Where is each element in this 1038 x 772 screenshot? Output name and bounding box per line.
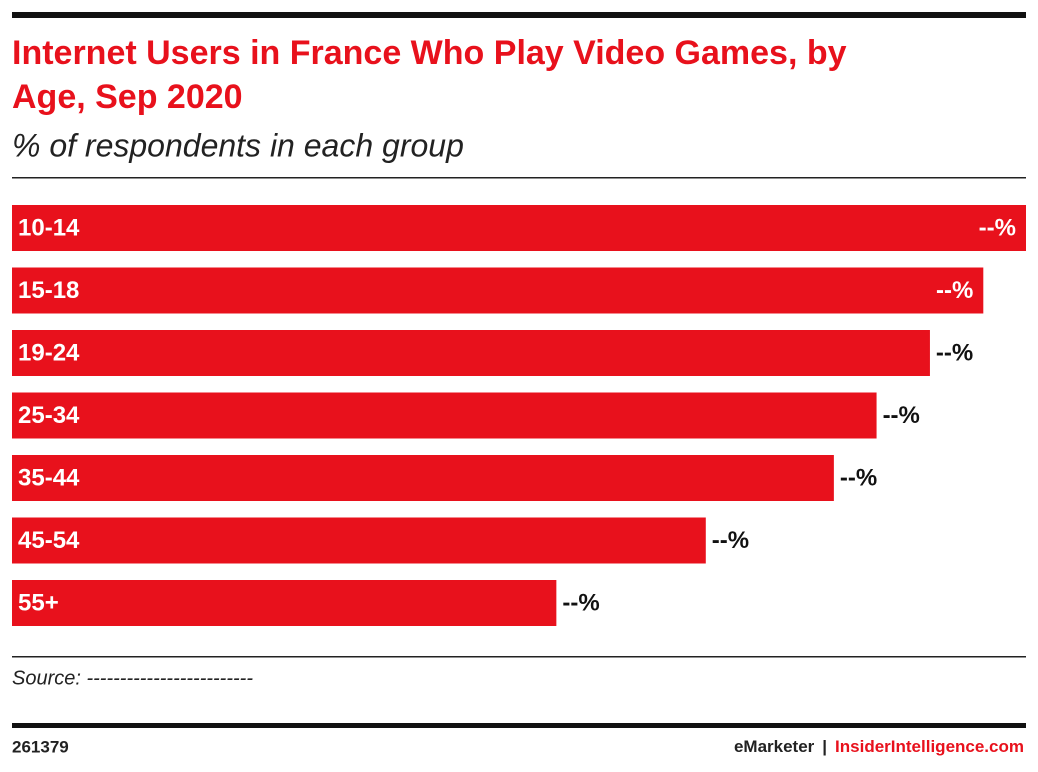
bar — [12, 205, 1026, 251]
value-label: --% — [840, 464, 877, 491]
category-label: 35-44 — [18, 464, 80, 491]
bar — [12, 580, 557, 626]
site: InsiderIntelligence.com — [835, 737, 1024, 756]
bar — [12, 455, 834, 501]
bar — [12, 267, 984, 314]
rule — [12, 656, 1026, 658]
chart-subtitle: % of respondents in each group — [12, 127, 464, 163]
chart-title: Internet Users in France Who Play Video … — [12, 34, 847, 72]
value-label: --% — [936, 277, 973, 304]
bar — [12, 392, 877, 439]
source: Source: ------------------------- — [12, 667, 253, 689]
rule — [12, 177, 1026, 179]
category-label: 55+ — [18, 589, 59, 616]
value-label: --% — [562, 589, 599, 616]
value-label: --% — [936, 339, 973, 366]
value-label: --% — [712, 527, 749, 554]
chart-title: Age, Sep 2020 — [12, 78, 243, 116]
category-label: 45-54 — [18, 527, 80, 554]
category-label: 10-14 — [18, 214, 80, 241]
separator: | — [822, 737, 827, 756]
chart-id: 261379 — [12, 737, 69, 756]
category-label: 15-18 — [18, 277, 79, 304]
value-label: --% — [979, 214, 1016, 241]
top-rule — [12, 12, 1026, 18]
footer-brand: eMarketer | InsiderIntelligence.com — [734, 737, 1024, 756]
category-label: 19-24 — [18, 339, 80, 366]
value-label: --% — [883, 402, 920, 429]
brand: eMarketer — [734, 737, 815, 756]
category-label: 25-34 — [18, 402, 80, 429]
bar — [12, 330, 930, 376]
bottom-rule — [12, 723, 1026, 728]
bar — [12, 517, 706, 564]
